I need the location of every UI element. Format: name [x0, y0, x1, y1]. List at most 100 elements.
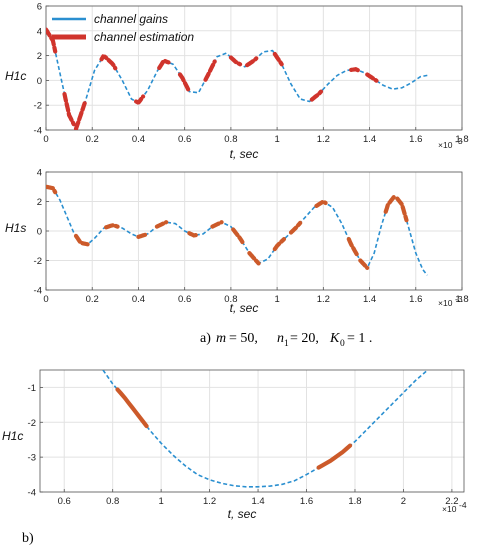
x-axis-label: t, sec [230, 147, 259, 161]
caption-a-k: K [329, 331, 340, 346]
x-tick-label: 0.8 [224, 134, 237, 145]
y-tick-label: 6 [37, 2, 42, 13]
axes-frame [45, 5, 463, 131]
legend-label-gains: channel gains [94, 12, 168, 26]
series-channel-estimation-segment [309, 89, 324, 102]
axes-frame [39, 369, 465, 493]
x-tick-label: 1.4 [363, 134, 376, 145]
x-tick-label: 0 [43, 134, 48, 145]
series-channel-estimation-segment [115, 387, 149, 429]
series-channel-estimation-segment [272, 51, 284, 67]
y-tick-label: -2 [28, 418, 36, 429]
series-channel-estimation-segment [288, 220, 303, 235]
x-tick-label: 1 [274, 294, 279, 305]
y-tick-label: -3 [28, 453, 36, 464]
x-axis-exponent-power: -4 [459, 500, 467, 510]
y-tick-label: 2 [37, 51, 42, 62]
series-channel-estimation-segment [316, 443, 353, 470]
x-tick-label: 1.2 [317, 134, 330, 145]
series-channel-estimation-segment [314, 199, 328, 208]
series-channel-estimation-segment [177, 72, 192, 94]
x-tick-label: 0.8 [106, 496, 119, 507]
x-tick-label: 0.6 [178, 294, 191, 305]
caption-a-n-sub: 1 [284, 339, 289, 349]
caption-a-prefix: a) [200, 331, 211, 346]
series-channel-estimation-segment [73, 233, 90, 247]
y-tick-label: -2 [34, 101, 42, 112]
y-tick-label: -4 [28, 488, 36, 499]
series-channel-estimation-segment [231, 227, 245, 245]
x-tick-label: 1.8 [455, 294, 468, 305]
x-tick-label: 0 [43, 294, 48, 305]
caption-a-n-value: = 20, [290, 331, 319, 346]
series-channel-estimation-segment [346, 237, 361, 259]
x-tick-label: 0.2 [86, 134, 99, 145]
x-tick-label: 1 [274, 134, 279, 145]
series-channel-estimation-segment [134, 94, 146, 105]
x-axis-exponent-power: -3 [455, 136, 463, 146]
y-tick-label: -4 [34, 286, 42, 297]
x-axis-exponent: ×10 [442, 504, 457, 514]
plot-h1s-middle: 0 0.2 0.4 0.6 0.8 1 1.2 1.4 1.6 1.8 -4 -2 0 2 4 H1s t, s… [5, 168, 469, 316]
series-channel-estimation-segment [157, 58, 171, 71]
series-channel-estimation-segment [203, 59, 217, 82]
x-tick-label: 2.2 [445, 496, 458, 507]
x-axis-exponent-power: -3 [455, 294, 463, 304]
series-channel-estimation-segment [46, 27, 58, 54]
x-axis-exponent: ×10 [438, 298, 453, 308]
y-tick-label: 4 [37, 168, 42, 179]
x-tick-label: 0.6 [178, 134, 191, 145]
series-channel-estimation-segment [99, 54, 118, 71]
x-tick-label: 2 [401, 496, 406, 507]
series-channel-estimation-segment [395, 196, 409, 223]
y-tick-label: 4 [37, 26, 42, 37]
y-axis-label: H1c [5, 69, 26, 83]
x-tick-label: 0.6 [58, 496, 71, 507]
caption-a-k-sub: 0 [340, 339, 345, 349]
series-channel-estimation-segment [154, 220, 169, 229]
y-tick-label: 2 [37, 197, 42, 208]
x-tick-label: 1.2 [203, 496, 216, 507]
y-tick-label: -4 [34, 126, 42, 137]
series-channel-estimation-segment [46, 184, 58, 195]
x-axis-label: t, sec [230, 301, 259, 315]
x-tick-label: 1.6 [300, 496, 313, 507]
legend-label-estimation: channel estimation [94, 30, 194, 44]
x-tick-label: 0.4 [132, 294, 145, 305]
series-channel-estimation-segment [245, 56, 259, 68]
series-channel-estimation-segment [187, 231, 201, 238]
series-channel-estimation-segment [383, 193, 398, 214]
x-tick-label: 1.4 [251, 496, 264, 507]
x-tick-label: 1.2 [317, 294, 330, 305]
caption-b: b) [22, 531, 34, 546]
x-tick-label: 1.6 [409, 134, 422, 145]
series-channel-estimation-segment [104, 223, 120, 230]
x-axis-exponent: ×10 [438, 140, 453, 150]
caption-a-n: n [277, 331, 284, 346]
series-channel-estimation-segment [73, 99, 88, 130]
series-channel-estimation-segment [62, 91, 76, 127]
x-tick-label: 0.2 [86, 294, 99, 305]
series-channel-estimation-segment [210, 220, 224, 229]
series-channel-estimation-segment [247, 251, 261, 266]
x-tick-label: 1.4 [363, 294, 376, 305]
series-channel-estimation-segment [365, 72, 379, 83]
caption-a-m-value: = 50, [229, 331, 258, 346]
series-channel-gains [102, 370, 429, 488]
series-channel-estimation-segment [136, 232, 148, 239]
caption-a-k-value: = 1 . [347, 331, 372, 346]
series-channel-estimation-segment [349, 67, 363, 74]
x-tick-label: 1.8 [348, 496, 361, 507]
caption-a-m: m [216, 331, 226, 346]
x-tick-label: 0.8 [224, 294, 237, 305]
y-tick-label: 0 [37, 227, 42, 238]
x-tick-label: 1.8 [455, 134, 468, 145]
x-tick-label: 1 [158, 496, 163, 507]
series-channel-estimation-segment [272, 237, 287, 252]
caption-a: a) m = 50, n 1 = 20, K 0 = 1 . [200, 331, 372, 349]
series-channel-estimation-segment [358, 258, 370, 270]
series-channel-estimation-segment [228, 55, 243, 67]
y-tick-label: -1 [28, 383, 36, 394]
